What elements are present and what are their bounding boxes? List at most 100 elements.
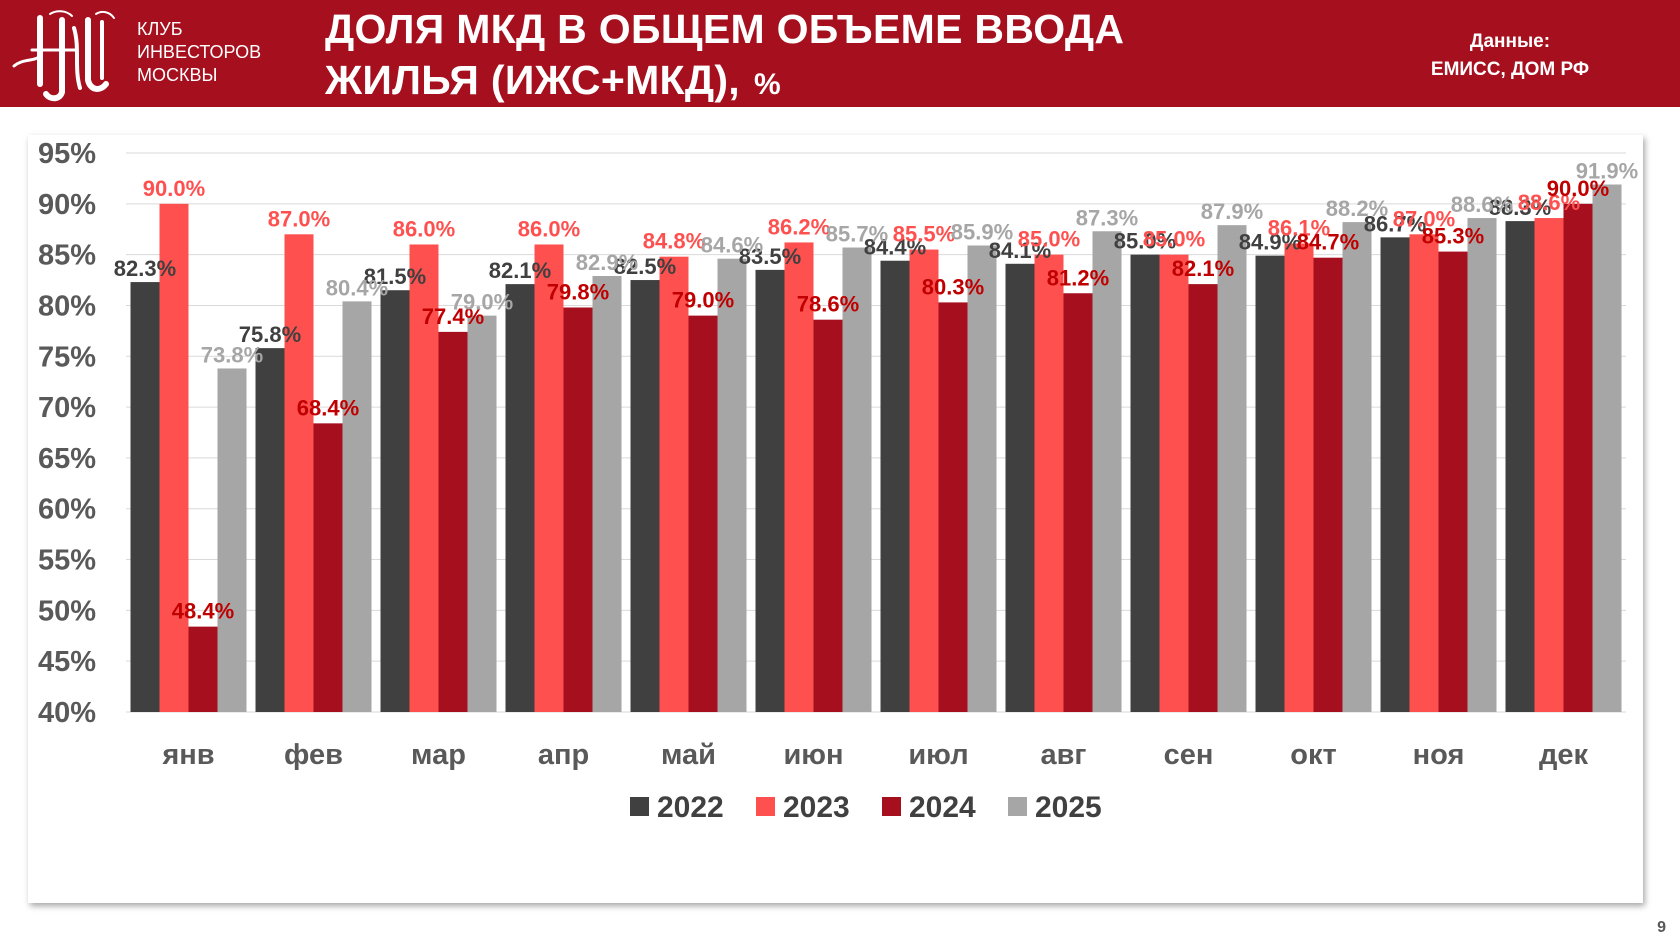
bar-2022-июл	[880, 260, 910, 712]
bar-2025-май	[717, 258, 747, 712]
data-label-2024-янв: 48.4%	[172, 599, 234, 624]
x-tick-label: авг	[1040, 739, 1086, 771]
data-label-2024-июл: 80.3%	[922, 274, 984, 299]
bar-2025-фев	[342, 301, 372, 712]
data-label-2024-май: 79.0%	[672, 288, 734, 313]
bar-2024-окт	[1313, 257, 1343, 712]
x-tick-label: янв	[161, 739, 214, 771]
data-label-2023-фев: 87.0%	[268, 206, 330, 231]
data-label-2025-май: 84.6%	[701, 233, 763, 258]
bar-2022-дек	[1505, 221, 1535, 712]
data-label-2023-дек: 88.6%	[1518, 190, 1580, 215]
bar-2025-дек	[1592, 184, 1622, 712]
data-label-2023-ноя: 87.0%	[1393, 206, 1455, 231]
data-label-2023-июл: 85.5%	[893, 222, 955, 247]
bar-2024-фев	[313, 423, 343, 712]
legend-label-2024: 2024	[909, 791, 976, 824]
bar-2022-янв	[130, 282, 160, 712]
data-label-2025-янв: 73.8%	[201, 342, 263, 367]
club-monogram-logo-icon	[12, 10, 115, 102]
bar-2022-апр	[505, 284, 535, 712]
y-tick-label: 40%	[38, 697, 96, 729]
bar-2023-ноя	[1409, 234, 1439, 712]
y-tick-label: 55%	[38, 545, 96, 577]
data-label-2022-дек: 88.3%	[1489, 195, 1551, 220]
x-tick-label: окт	[1290, 739, 1336, 771]
legend-label-2022: 2022	[657, 791, 724, 824]
logo-line-1: КЛУБ	[137, 19, 183, 39]
bar-2022-мар	[380, 290, 410, 712]
bar-2024-сен	[1188, 284, 1218, 712]
y-tick-label: 80%	[38, 290, 96, 322]
legend-swatch-2022	[630, 797, 649, 816]
title-line-1: ДОЛЯ МКД В ОБЩЕМ ОБЪЕМЕ ВВОДА	[325, 6, 1125, 52]
y-tick-label: 60%	[38, 494, 96, 526]
legend-swatch-2024	[882, 797, 901, 816]
bar-2022-июн	[755, 269, 785, 712]
source-names: ЕМИСС, ДОМ РФ	[1430, 59, 1590, 80]
data-label-2025-ноя: 88.6%	[1451, 192, 1513, 217]
bar-chart: 40% 45% 50% 55% 60% 65% 70% 75% 80% 85% 90% 95% 82.3…	[38, 138, 1638, 824]
data-label-2022-янв: 82.3%	[114, 256, 176, 281]
bar-2025-сен	[1217, 225, 1247, 713]
bar-2022-сен	[1130, 254, 1160, 712]
source-label: Данные:	[1469, 31, 1551, 52]
data-label-2022-сен: 85.0%	[1114, 229, 1176, 254]
bar-2023-авг	[1034, 254, 1064, 712]
bar-2024-июл	[938, 302, 968, 712]
data-label-2025-июн: 85.7%	[826, 222, 888, 247]
page-title: ДОЛЯ МКД В ОБЩЕМ ОБЪЕМЕ ВВОДА ЖИЛЬЯ (ИЖС…	[325, 4, 1124, 110]
data-label-2022-апр: 82.1%	[489, 258, 551, 283]
bar-2025-авг	[1092, 231, 1122, 712]
bar-2022-ноя	[1380, 237, 1410, 712]
bar-2024-апр	[563, 307, 593, 712]
x-tick-label: мар	[411, 739, 466, 771]
bar-2023-сен	[1159, 254, 1189, 712]
data-label-2024-июн: 78.6%	[797, 292, 859, 317]
bar-2023-май	[659, 256, 689, 712]
data-label-2022-ноя: 86.7%	[1364, 211, 1426, 236]
bar-2024-июн	[813, 319, 843, 712]
bar-2024-авг	[1063, 293, 1093, 712]
data-label-2022-май: 82.5%	[614, 254, 676, 279]
data-label-2024-ноя: 85.3%	[1422, 224, 1484, 249]
data-label-2024-сен: 82.1%	[1172, 256, 1234, 281]
bar-2023-мар	[409, 244, 439, 712]
page-number: 9	[1657, 919, 1666, 936]
data-label-2025-авг: 87.3%	[1076, 205, 1138, 230]
bar-2025-ноя	[1467, 218, 1497, 712]
y-tick-label: 95%	[38, 138, 96, 170]
bar-2022-авг	[1005, 263, 1035, 712]
title-unit: %	[754, 68, 781, 101]
data-label-2025-мар: 79.0%	[451, 290, 513, 315]
data-label-2022-авг: 84.1%	[989, 238, 1051, 263]
bar-2023-дек	[1534, 218, 1564, 712]
bar-2023-июл	[909, 249, 939, 712]
data-label-2023-апр: 86.0%	[518, 216, 580, 241]
data-label-2023-май: 84.8%	[643, 229, 705, 254]
data-label-2024-дек: 90.0%	[1547, 176, 1609, 201]
bar-2023-фев	[284, 234, 314, 712]
data-label-2022-июл: 84.4%	[864, 235, 926, 260]
bar-2025-янв	[217, 368, 247, 712]
data-label-2025-апр: 82.9%	[576, 250, 638, 275]
data-label-2025-фев: 80.4%	[326, 275, 388, 300]
data-label-2023-авг: 85.0%	[1018, 227, 1080, 252]
bar-2023-июн	[784, 242, 814, 712]
x-tick-label: сен	[1164, 739, 1214, 771]
chart-card: 40% 45% 50% 55% 60% 65% 70% 75% 80% 85% 90% 95% 82.3…	[28, 135, 1643, 903]
data-label-2023-июн: 86.2%	[768, 214, 830, 239]
legend-swatch-2023	[756, 797, 775, 816]
x-tick-label: апр	[538, 739, 589, 771]
data-label-2025-дек: 91.9%	[1576, 159, 1638, 184]
legend-swatch-2025	[1008, 797, 1027, 816]
bar-2024-ноя	[1438, 251, 1468, 712]
logo-wordmark: КЛУБ ИНВЕСТОРОВ МОСКВЫ	[137, 18, 261, 87]
bar-2025-апр	[592, 275, 622, 712]
data-label-2024-окт: 84.7%	[1297, 230, 1359, 255]
x-tick-label: май	[661, 739, 716, 771]
x-tick-label: ноя	[1413, 739, 1465, 771]
data-label-2025-июл: 85.9%	[951, 219, 1013, 244]
bar-2024-май	[688, 315, 718, 712]
x-tick-label: июл	[908, 739, 968, 771]
